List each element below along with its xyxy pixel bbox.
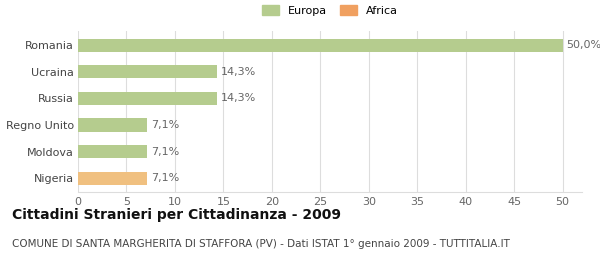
Text: 14,3%: 14,3% [220, 67, 256, 77]
Legend: Europa, Africa: Europa, Africa [259, 2, 401, 19]
Text: 7,1%: 7,1% [151, 147, 179, 157]
Bar [78, 172, 147, 185]
Bar [78, 65, 217, 79]
Text: Cittadini Stranieri per Cittadinanza - 2009: Cittadini Stranieri per Cittadinanza - 2… [12, 208, 341, 222]
Bar [78, 119, 147, 132]
Text: 50,0%: 50,0% [566, 40, 600, 50]
Text: 7,1%: 7,1% [151, 120, 179, 130]
Bar [78, 92, 217, 105]
Bar [78, 145, 147, 158]
Text: 7,1%: 7,1% [151, 173, 179, 183]
Text: 14,3%: 14,3% [220, 94, 256, 103]
Bar [78, 38, 563, 52]
Text: COMUNE DI SANTA MARGHERITA DI STAFFORA (PV) - Dati ISTAT 1° gennaio 2009 - TUTTI: COMUNE DI SANTA MARGHERITA DI STAFFORA (… [12, 239, 510, 249]
